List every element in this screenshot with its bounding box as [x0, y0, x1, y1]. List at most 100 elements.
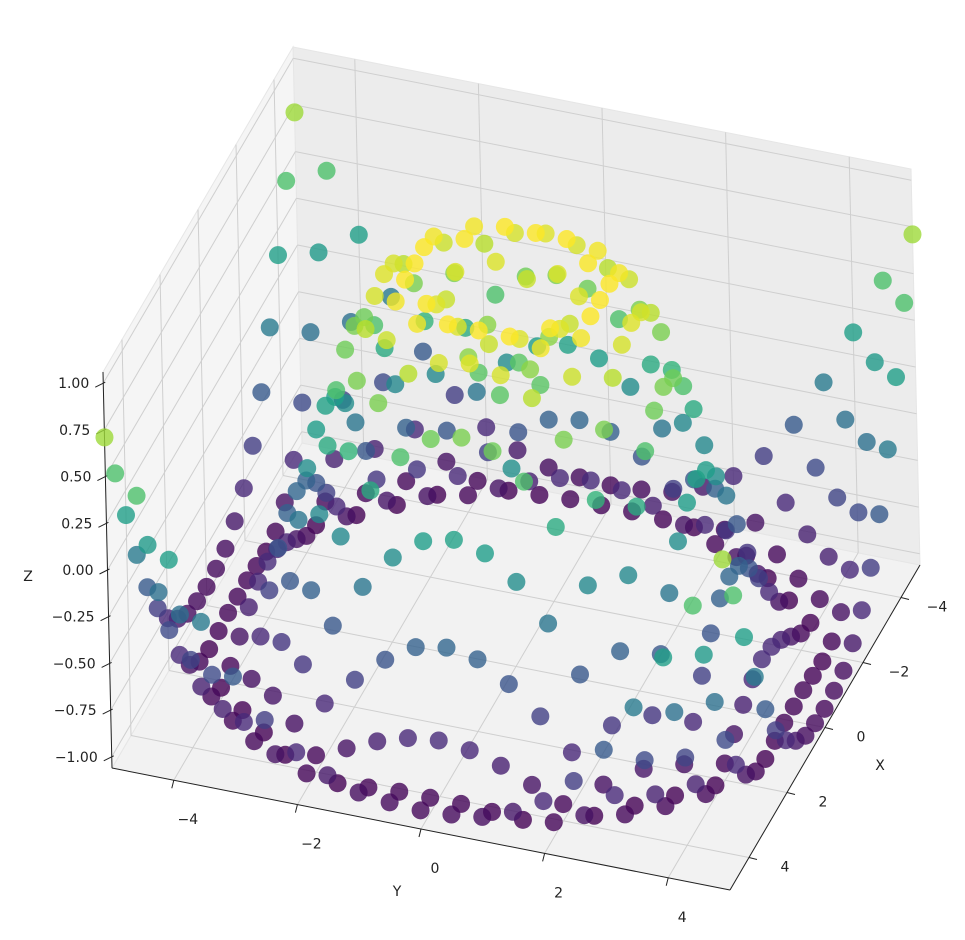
point: [307, 420, 326, 439]
point: [266, 745, 285, 764]
point: [548, 264, 567, 283]
point: [421, 430, 440, 449]
point: [479, 335, 498, 354]
x-tick: [748, 857, 758, 860]
point: [368, 732, 387, 751]
z-tick-label: −0.50: [53, 656, 96, 672]
point: [234, 479, 253, 498]
point: [646, 785, 665, 804]
point: [840, 560, 859, 579]
point: [500, 327, 519, 346]
point: [843, 634, 862, 653]
point: [557, 230, 576, 249]
point: [895, 293, 914, 312]
point: [572, 329, 591, 348]
point: [660, 584, 679, 603]
point: [486, 252, 505, 271]
point: [455, 229, 474, 248]
point: [499, 675, 518, 694]
point: [546, 517, 565, 536]
y-tick: [294, 804, 298, 813]
point: [705, 692, 724, 711]
point: [784, 697, 803, 716]
y-tick: [665, 877, 669, 886]
point: [727, 515, 746, 534]
point: [353, 577, 372, 596]
point: [429, 731, 448, 750]
point: [814, 373, 833, 392]
point: [297, 764, 316, 783]
grid-line: [103, 104, 295, 431]
point: [603, 368, 622, 387]
point: [490, 386, 509, 405]
point: [269, 538, 288, 557]
point: [857, 432, 876, 451]
point: [491, 756, 510, 775]
point: [391, 448, 410, 467]
point: [405, 254, 424, 273]
grid-line: [294, 104, 913, 228]
point: [310, 505, 329, 524]
point: [684, 712, 703, 731]
point: [188, 592, 207, 611]
point: [251, 627, 270, 646]
x-tick: [786, 792, 796, 795]
point: [766, 721, 785, 740]
point: [554, 795, 573, 814]
point: [408, 314, 427, 333]
point: [417, 294, 436, 313]
point: [159, 550, 178, 569]
point: [745, 667, 764, 686]
point: [413, 342, 432, 361]
grid-line: [298, 291, 917, 415]
z-tick-label: 0.00: [62, 563, 93, 579]
point: [865, 353, 884, 372]
y-tick: [171, 780, 175, 789]
point: [357, 441, 376, 460]
point: [589, 349, 608, 368]
point: [664, 479, 683, 498]
grid-line: [300, 384, 919, 508]
point: [806, 458, 825, 477]
point: [277, 171, 296, 190]
point: [272, 633, 291, 652]
point: [170, 605, 189, 624]
point: [349, 225, 368, 244]
point: [356, 320, 375, 339]
y-tick-label: 2: [554, 885, 563, 901]
point: [677, 493, 696, 512]
point: [825, 681, 844, 700]
point: [243, 436, 262, 455]
point: [245, 732, 264, 751]
point: [502, 459, 521, 478]
point: [377, 491, 396, 510]
point: [550, 469, 569, 488]
point: [398, 729, 417, 748]
point: [752, 650, 771, 669]
point: [503, 802, 522, 821]
point: [309, 243, 328, 262]
point: [720, 567, 739, 586]
point: [861, 558, 880, 577]
point: [605, 786, 624, 805]
point: [473, 807, 492, 826]
point: [713, 550, 732, 569]
point: [789, 569, 808, 588]
point: [588, 241, 607, 260]
point: [475, 234, 494, 253]
point: [541, 319, 560, 338]
point: [486, 285, 505, 304]
point: [590, 291, 609, 310]
point: [386, 375, 405, 394]
point: [695, 436, 714, 455]
point: [654, 648, 673, 667]
point: [317, 161, 336, 180]
point: [641, 355, 660, 374]
grid-line: [420, 503, 612, 830]
y-tick-label: −2: [301, 837, 322, 853]
point: [347, 371, 366, 390]
point: [594, 740, 613, 759]
point: [612, 481, 631, 500]
point: [242, 669, 261, 688]
